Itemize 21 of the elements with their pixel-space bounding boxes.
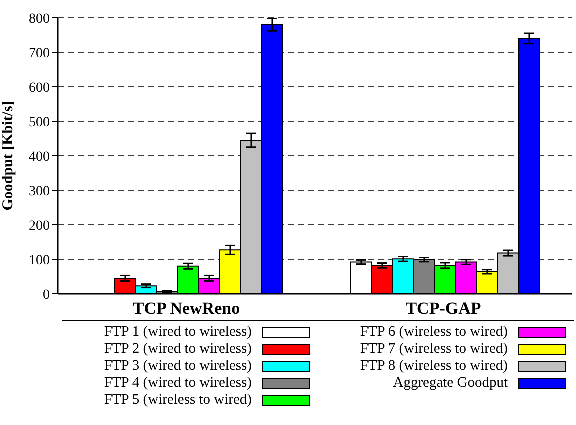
y-tick-label: 300	[29, 184, 50, 200]
y-tick-label: 200	[29, 218, 50, 234]
legend-label: FTP 6 (wireless to wired)	[360, 324, 508, 341]
x-tick-label: TCP NewReno	[132, 299, 240, 318]
y-axis-title: Goodput [Kbit/s]	[0, 101, 16, 211]
y-tick-label: 800	[29, 12, 50, 27]
legend-label: FTP 1 (wired to wireless)	[104, 324, 252, 341]
x-tick-label: TCP-GAP	[406, 299, 482, 318]
y-tick-label: 500	[29, 115, 50, 130]
y-tick-label: 400	[29, 150, 50, 165]
y-tick-label: 600	[29, 80, 50, 96]
legend-label: FTP 7 (wireless to wired)	[360, 341, 508, 358]
y-tick-label: 0	[43, 288, 50, 303]
legend-label: FTP 2 (wired to wireless)	[104, 341, 252, 358]
legend-label: FTP 3 (wired to wireless)	[104, 358, 252, 375]
y-tick-label: 700	[29, 46, 50, 62]
legend-label: Aggregate Goodput	[393, 375, 508, 392]
legend-label: FTP 4 (wired to wireless)	[104, 375, 252, 392]
legend-label: FTP 8 (wireless to wired)	[360, 358, 508, 375]
y-tick-label: 100	[29, 253, 50, 268]
legend-label: FTP 5 (wireless to wired)	[104, 392, 252, 409]
